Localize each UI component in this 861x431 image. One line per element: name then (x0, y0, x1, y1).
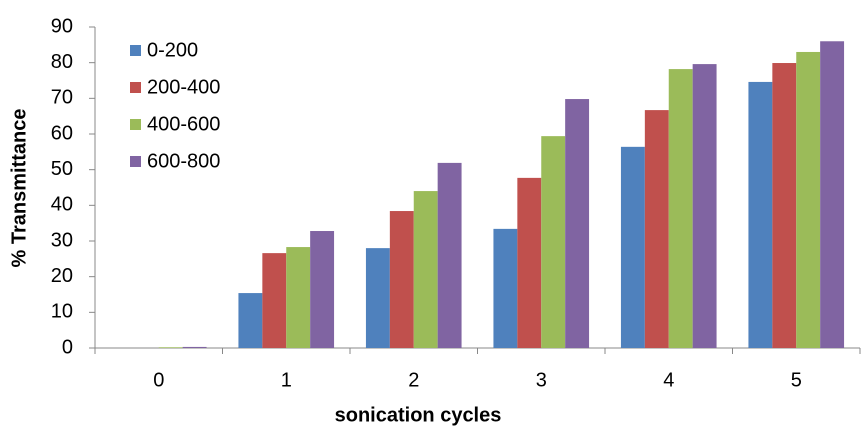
x-tick-label: 3 (536, 369, 547, 391)
y-tick-label: 70 (51, 87, 73, 109)
y-axis-title: % Transmittance (8, 109, 30, 268)
y-tick-label: 90 (51, 15, 73, 37)
x-tick-label: 4 (663, 369, 674, 391)
bar (517, 177, 542, 348)
bar (748, 81, 773, 348)
bar (437, 162, 462, 348)
bar (668, 69, 693, 348)
bar (541, 136, 566, 348)
legend-swatch (130, 119, 141, 130)
bar (796, 51, 821, 348)
y-tick-label: 60 (51, 122, 73, 144)
bar (262, 253, 287, 348)
bar (644, 110, 669, 348)
y-tick-label: 0 (62, 336, 73, 358)
y-tick-label: 10 (51, 301, 73, 323)
bar (389, 211, 414, 348)
x-tick-label: 2 (408, 369, 419, 391)
bar (286, 247, 311, 348)
y-tick-label: 50 (51, 158, 73, 180)
bar (158, 347, 183, 348)
bar (310, 231, 335, 348)
bar (620, 146, 645, 348)
x-tick-label: 0 (153, 369, 164, 391)
legend-swatch (130, 156, 141, 167)
y-tick-label: 80 (51, 51, 73, 73)
legend-label: 600-800 (147, 150, 220, 172)
bar (238, 293, 263, 348)
legend-swatch (130, 45, 141, 56)
bar (182, 346, 207, 348)
bar (820, 41, 845, 349)
bar (365, 248, 390, 348)
bar (493, 228, 518, 348)
x-tick-label: 1 (281, 369, 292, 391)
legend-label: 0-200 (147, 39, 198, 61)
legend-swatch (130, 82, 141, 93)
legend-label: 200-400 (147, 76, 220, 98)
x-tick-label: 5 (791, 369, 802, 391)
bar (565, 99, 590, 349)
bar (692, 64, 717, 349)
y-tick-label: 30 (51, 229, 73, 251)
legend-label: 400-600 (147, 113, 220, 135)
y-tick-label: 20 (51, 265, 73, 287)
bar (413, 191, 438, 348)
x-axis-title: sonication cycles (335, 404, 502, 426)
bar (772, 63, 797, 348)
y-tick-label: 40 (51, 194, 73, 216)
